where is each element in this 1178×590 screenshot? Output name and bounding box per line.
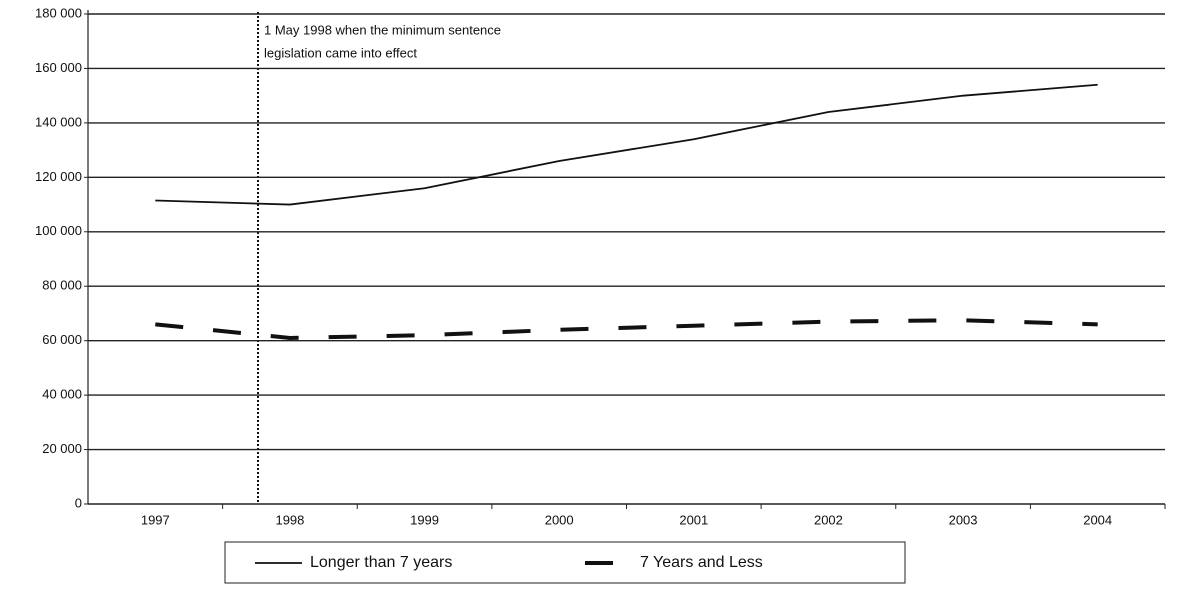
y-tick-label: 180 000 xyxy=(35,5,82,20)
y-tick-label: 0 xyxy=(75,495,82,510)
x-tick-label: 1997 xyxy=(141,512,170,527)
y-tick-label: 100 000 xyxy=(35,223,82,238)
y-tick-label: 120 000 xyxy=(35,169,82,184)
y-tick-label: 80 000 xyxy=(42,278,82,293)
annotation: 1 May 1998 when the minimum sentence xyxy=(264,22,501,37)
x-tick-label: 2004 xyxy=(1083,512,1112,527)
y-tick-label: 140 000 xyxy=(35,114,82,129)
x-tick-label: 2001 xyxy=(679,512,708,527)
x-tick-label: 2003 xyxy=(949,512,978,527)
legend-box xyxy=(224,541,906,584)
series-line xyxy=(155,83,1098,206)
y-tick-label: 20 000 xyxy=(42,441,82,456)
legend-label: 7 Years and Less xyxy=(640,554,763,571)
annotation: legislation came into effect xyxy=(264,45,417,60)
x-tick-label: 2002 xyxy=(814,512,843,527)
x-tick-label: 1998 xyxy=(275,512,304,527)
y-tick-label: 60 000 xyxy=(42,332,82,347)
x-tick-label: 2000 xyxy=(545,512,574,527)
legend-label: Longer than 7 years xyxy=(310,554,452,571)
y-tick-label: 40 000 xyxy=(42,387,82,402)
series-line xyxy=(155,318,1098,340)
y-tick-label: 160 000 xyxy=(35,60,82,75)
x-tick-label: 1999 xyxy=(410,512,439,527)
